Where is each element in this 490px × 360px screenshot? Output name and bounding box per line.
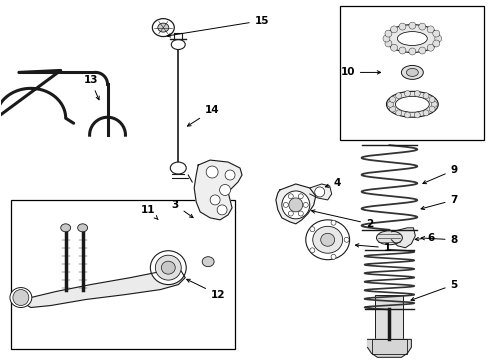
Polygon shape — [392, 228, 416, 248]
Ellipse shape — [202, 257, 214, 267]
Text: 7: 7 — [421, 195, 458, 210]
Circle shape — [429, 106, 435, 112]
Text: 6: 6 — [415, 233, 435, 243]
Circle shape — [385, 30, 392, 37]
Circle shape — [396, 93, 402, 99]
Text: 2: 2 — [312, 210, 373, 229]
Circle shape — [385, 40, 392, 47]
Polygon shape — [194, 160, 242, 220]
Circle shape — [206, 166, 218, 178]
Bar — [375, 294, 403, 339]
Circle shape — [288, 211, 294, 216]
Circle shape — [391, 26, 397, 33]
Ellipse shape — [161, 261, 175, 274]
Circle shape — [288, 194, 294, 199]
Circle shape — [225, 170, 235, 180]
Circle shape — [409, 48, 416, 55]
Text: 9: 9 — [423, 165, 458, 184]
Circle shape — [435, 35, 442, 42]
Circle shape — [423, 93, 429, 99]
Ellipse shape — [313, 226, 343, 253]
Circle shape — [433, 30, 440, 37]
Ellipse shape — [385, 24, 440, 53]
Circle shape — [423, 110, 429, 116]
Text: 1: 1 — [355, 243, 391, 253]
Text: 4: 4 — [325, 178, 342, 188]
Text: 14: 14 — [188, 105, 220, 126]
Ellipse shape — [376, 231, 402, 245]
Ellipse shape — [387, 91, 438, 117]
Polygon shape — [276, 184, 316, 224]
Ellipse shape — [158, 23, 169, 32]
Circle shape — [289, 198, 303, 212]
Circle shape — [298, 211, 303, 216]
Text: 13: 13 — [83, 75, 99, 100]
Circle shape — [282, 191, 310, 219]
Circle shape — [390, 96, 395, 103]
Circle shape — [315, 187, 325, 197]
Text: 10: 10 — [341, 67, 381, 77]
Circle shape — [396, 110, 402, 116]
Circle shape — [427, 44, 434, 51]
Circle shape — [431, 101, 437, 107]
Ellipse shape — [155, 255, 181, 280]
Ellipse shape — [406, 68, 418, 76]
Circle shape — [331, 220, 336, 225]
Ellipse shape — [10, 288, 32, 307]
Circle shape — [210, 195, 220, 205]
Circle shape — [409, 22, 416, 29]
Ellipse shape — [401, 66, 423, 80]
Circle shape — [427, 26, 434, 33]
Text: 5: 5 — [411, 280, 458, 301]
Circle shape — [429, 96, 435, 103]
Polygon shape — [368, 339, 412, 357]
Circle shape — [298, 194, 303, 199]
Circle shape — [399, 23, 406, 30]
Bar — [371, 339, 407, 354]
Circle shape — [310, 248, 315, 253]
Circle shape — [13, 289, 29, 306]
Circle shape — [220, 184, 231, 195]
Ellipse shape — [172, 40, 185, 50]
Circle shape — [344, 237, 349, 242]
Circle shape — [388, 101, 393, 107]
Circle shape — [283, 202, 288, 207]
Ellipse shape — [152, 19, 174, 37]
Text: 11: 11 — [141, 205, 158, 220]
Ellipse shape — [61, 224, 71, 232]
Ellipse shape — [306, 220, 349, 260]
Circle shape — [404, 91, 411, 96]
Polygon shape — [310, 184, 332, 200]
Circle shape — [391, 44, 397, 51]
Ellipse shape — [321, 233, 335, 246]
Circle shape — [414, 91, 420, 96]
Ellipse shape — [150, 251, 186, 285]
Circle shape — [217, 205, 227, 215]
Text: 12: 12 — [187, 279, 225, 300]
Circle shape — [419, 23, 426, 30]
Circle shape — [383, 35, 390, 42]
Ellipse shape — [395, 96, 429, 112]
Polygon shape — [19, 270, 185, 307]
Circle shape — [390, 106, 395, 112]
Circle shape — [303, 202, 308, 207]
Text: 15: 15 — [167, 15, 269, 37]
Ellipse shape — [77, 224, 88, 232]
Circle shape — [414, 112, 420, 118]
Circle shape — [331, 254, 336, 259]
Text: 3: 3 — [172, 200, 193, 217]
Ellipse shape — [397, 32, 427, 45]
Circle shape — [433, 40, 440, 47]
Bar — [11, 200, 235, 349]
Text: 8: 8 — [421, 235, 458, 245]
Circle shape — [310, 227, 315, 232]
Bar — [340, 6, 484, 140]
Circle shape — [404, 112, 411, 118]
Circle shape — [419, 47, 426, 54]
Ellipse shape — [171, 162, 186, 174]
Circle shape — [399, 47, 406, 54]
